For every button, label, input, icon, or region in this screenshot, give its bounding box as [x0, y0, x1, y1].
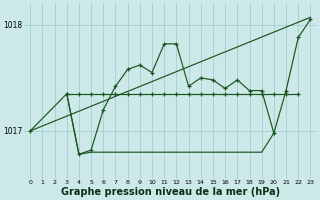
X-axis label: Graphe pression niveau de la mer (hPa): Graphe pression niveau de la mer (hPa) — [61, 187, 280, 197]
